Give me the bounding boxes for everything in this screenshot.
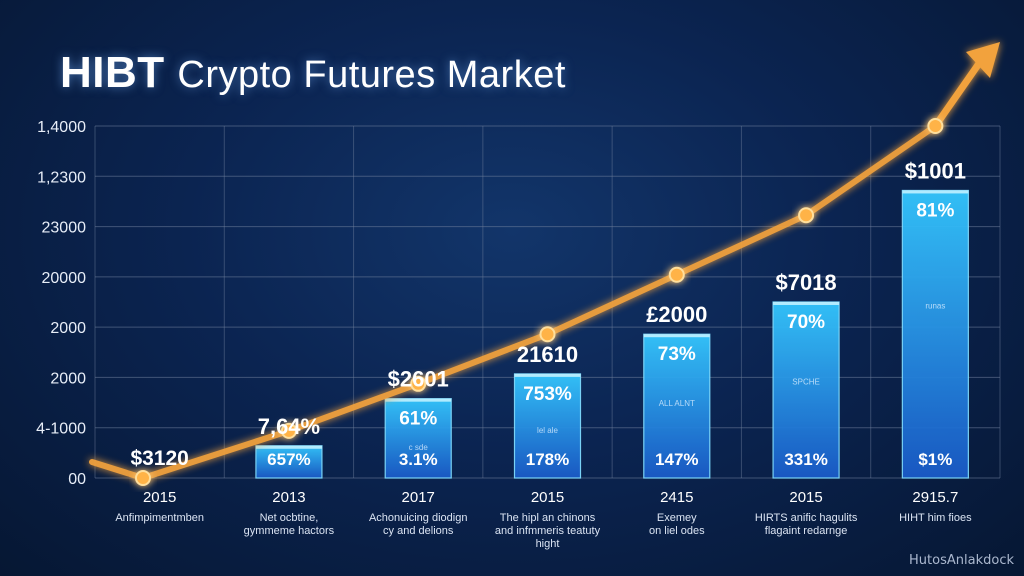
- bar: [513, 373, 582, 479]
- bar-top-label: $7018: [775, 270, 836, 295]
- bar-bottom-label: $1%: [918, 450, 952, 469]
- bar-small-text: c sde: [409, 443, 429, 452]
- x-tick-label: 2013: [272, 489, 305, 506]
- labels-layer: 1,4000 1,2300 23000 20000 2000 2000 4-1000 00 $3…: [36, 119, 972, 550]
- trend-point: [280, 422, 297, 439]
- y-tick-label: 23000: [42, 220, 87, 237]
- trend-point: [410, 375, 427, 392]
- bar-top-label: $2601: [388, 367, 449, 392]
- bar-bottom-label: 147%: [655, 450, 698, 469]
- trend-arrow-head: [966, 42, 1000, 78]
- bar-top-label: £2000: [646, 302, 707, 327]
- bar-highlight: [385, 398, 452, 402]
- bar-bottom-label: 3.1%: [399, 450, 438, 469]
- x-sublabel: The hipl an chinons: [500, 512, 596, 524]
- y-tick-label: 2000: [50, 370, 86, 387]
- bar-top-label: $1001: [905, 158, 966, 183]
- trend-point: [539, 326, 556, 343]
- x-sublabel: Achonuicing diodign: [369, 512, 467, 524]
- x-tick-label: 2415: [660, 489, 693, 506]
- y-tick-label: 20000: [42, 270, 87, 287]
- bar-top-label: 7,64%: [258, 414, 320, 439]
- x-sublabel: flagaint redarnge: [765, 525, 848, 537]
- trend-point: [798, 207, 815, 224]
- x-sublabel: HIRTS anific hagulits: [755, 512, 858, 524]
- trend-point: [927, 118, 944, 134]
- chart-title: HIBT Crypto Futures Market: [60, 48, 566, 98]
- bar: [255, 445, 323, 479]
- bar-highlight: [773, 302, 840, 305]
- trend-arrow-shaft: [931, 58, 984, 130]
- trend-line-layer: [89, 42, 1000, 486]
- bar-small-text: SPCHE: [792, 377, 820, 386]
- x-tick-label: 2017: [402, 489, 435, 506]
- x-tick-label: 2015: [789, 489, 822, 506]
- bar-bottom-label: 657%: [267, 450, 310, 469]
- bars-layer: [255, 189, 969, 479]
- bar-top-label: 21610: [517, 342, 578, 367]
- x-sublabel: Exemey: [657, 512, 697, 524]
- x-tick-label: 2915.7: [912, 489, 958, 506]
- trend-point: [668, 266, 685, 283]
- bar: [643, 333, 711, 479]
- bar: [901, 189, 969, 479]
- y-tick-label: 00: [68, 471, 86, 488]
- x-sublabel: hight: [536, 538, 560, 550]
- x-sublabel: Net ocbtine,: [260, 512, 319, 524]
- x-tick-label: 2015: [143, 489, 176, 506]
- x-sublabel: and infmmeris teatuty: [495, 525, 601, 537]
- watermark: HutosAnlakdock: [909, 553, 1014, 568]
- y-tick-label: 1,2300: [37, 169, 86, 186]
- x-sublabel: cy and delions: [383, 525, 454, 537]
- bar-small-text: runas: [925, 301, 945, 310]
- y-tick-label: 4-1000: [36, 421, 86, 438]
- bar-bottom-label: 331%: [784, 450, 827, 469]
- x-sublabel: gymmeme hactors: [244, 525, 335, 537]
- bar-small-text: ALL ALNT: [659, 399, 695, 408]
- trend-line: [89, 123, 939, 481]
- x-sublabel: HIHT him fioes: [899, 512, 972, 524]
- bar-highlight: [643, 334, 710, 338]
- bar-pct-label: 81%: [916, 200, 954, 221]
- y-tick-label: 1,4000: [37, 119, 86, 136]
- bar-pct-label: 61%: [399, 409, 437, 430]
- x-tick-label: 2015: [531, 489, 564, 506]
- bar-highlight: [514, 373, 581, 377]
- x-sublabel: Anfimpimentmben: [115, 512, 204, 524]
- bar-bottom-label: 178%: [526, 450, 569, 469]
- bar-pct-label: 70%: [787, 312, 825, 333]
- bar-pct-label: 753%: [523, 384, 572, 405]
- bar-highlight: [255, 445, 322, 449]
- x-sublabel: on liel odes: [649, 525, 705, 537]
- chart-title-main: HIBT: [60, 48, 165, 97]
- bar-pct-label: 73%: [658, 344, 696, 365]
- bar-highlight: [902, 190, 969, 194]
- bar-small-text: lel ale: [537, 426, 558, 435]
- bar: [772, 301, 840, 479]
- trend-point: [135, 470, 151, 486]
- chart-title-rest: Crypto Futures Market: [177, 54, 566, 96]
- y-tick-label: 2000: [50, 320, 86, 337]
- bar-bottom-label: $3120: [130, 447, 188, 470]
